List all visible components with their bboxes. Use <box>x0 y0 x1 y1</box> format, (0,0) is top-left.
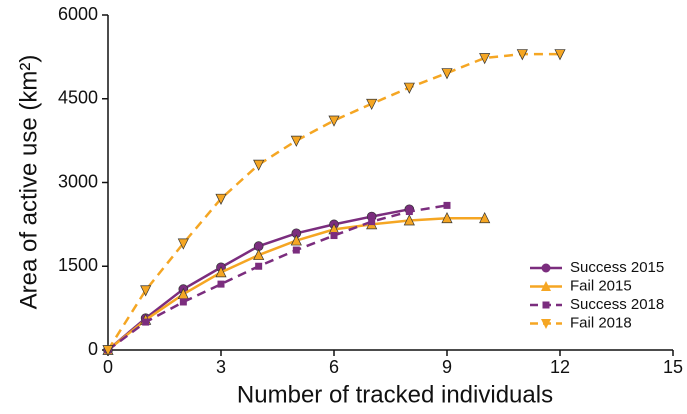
point <box>403 82 415 94</box>
x-tick-label: 15 <box>663 357 683 377</box>
point <box>441 211 453 224</box>
legend-label: Success 2015 <box>570 259 664 276</box>
point <box>179 298 187 306</box>
point <box>479 53 491 65</box>
series-line <box>107 204 448 352</box>
point <box>330 232 338 240</box>
legend-label: Success 2018 <box>570 296 664 313</box>
point <box>217 280 225 288</box>
x-tick-label: 0 <box>103 357 113 377</box>
y-tick-label: 4500 <box>58 88 98 108</box>
y-axis-title: Area of active use (km²) <box>15 55 42 310</box>
legend-label: Fail 2015 <box>570 277 632 294</box>
point <box>368 218 376 226</box>
point <box>516 49 528 61</box>
point <box>366 98 378 111</box>
point <box>142 318 150 326</box>
point <box>140 285 152 297</box>
point <box>443 201 451 209</box>
x-axis-title: Number of tracked individuals <box>237 381 553 408</box>
point <box>328 115 340 127</box>
point <box>405 208 413 216</box>
y-tick-label: 3000 <box>58 171 98 191</box>
point <box>102 345 114 357</box>
y-tick-label: 6000 <box>58 4 98 24</box>
x-tick-label: 3 <box>216 357 226 377</box>
legend-marker <box>541 281 551 291</box>
point <box>479 211 491 224</box>
point <box>290 234 302 246</box>
legend-marker <box>541 263 551 273</box>
legend-label: Fail 2018 <box>570 314 632 331</box>
point <box>403 214 415 226</box>
point <box>255 262 263 270</box>
legend-marker <box>542 301 550 309</box>
x-tick-label: 12 <box>550 357 570 377</box>
legend-marker <box>541 319 551 329</box>
y-tick-label: 0 <box>88 339 98 359</box>
x-tick-label: 9 <box>442 357 452 377</box>
point <box>554 49 566 61</box>
point <box>177 238 189 250</box>
point <box>290 135 302 147</box>
point <box>253 159 265 171</box>
point <box>441 68 453 80</box>
y-tick-label: 1500 <box>58 255 98 275</box>
x-tick-label: 6 <box>329 357 339 377</box>
point <box>292 246 300 254</box>
point <box>215 266 227 278</box>
point <box>253 248 265 260</box>
point <box>215 193 227 205</box>
